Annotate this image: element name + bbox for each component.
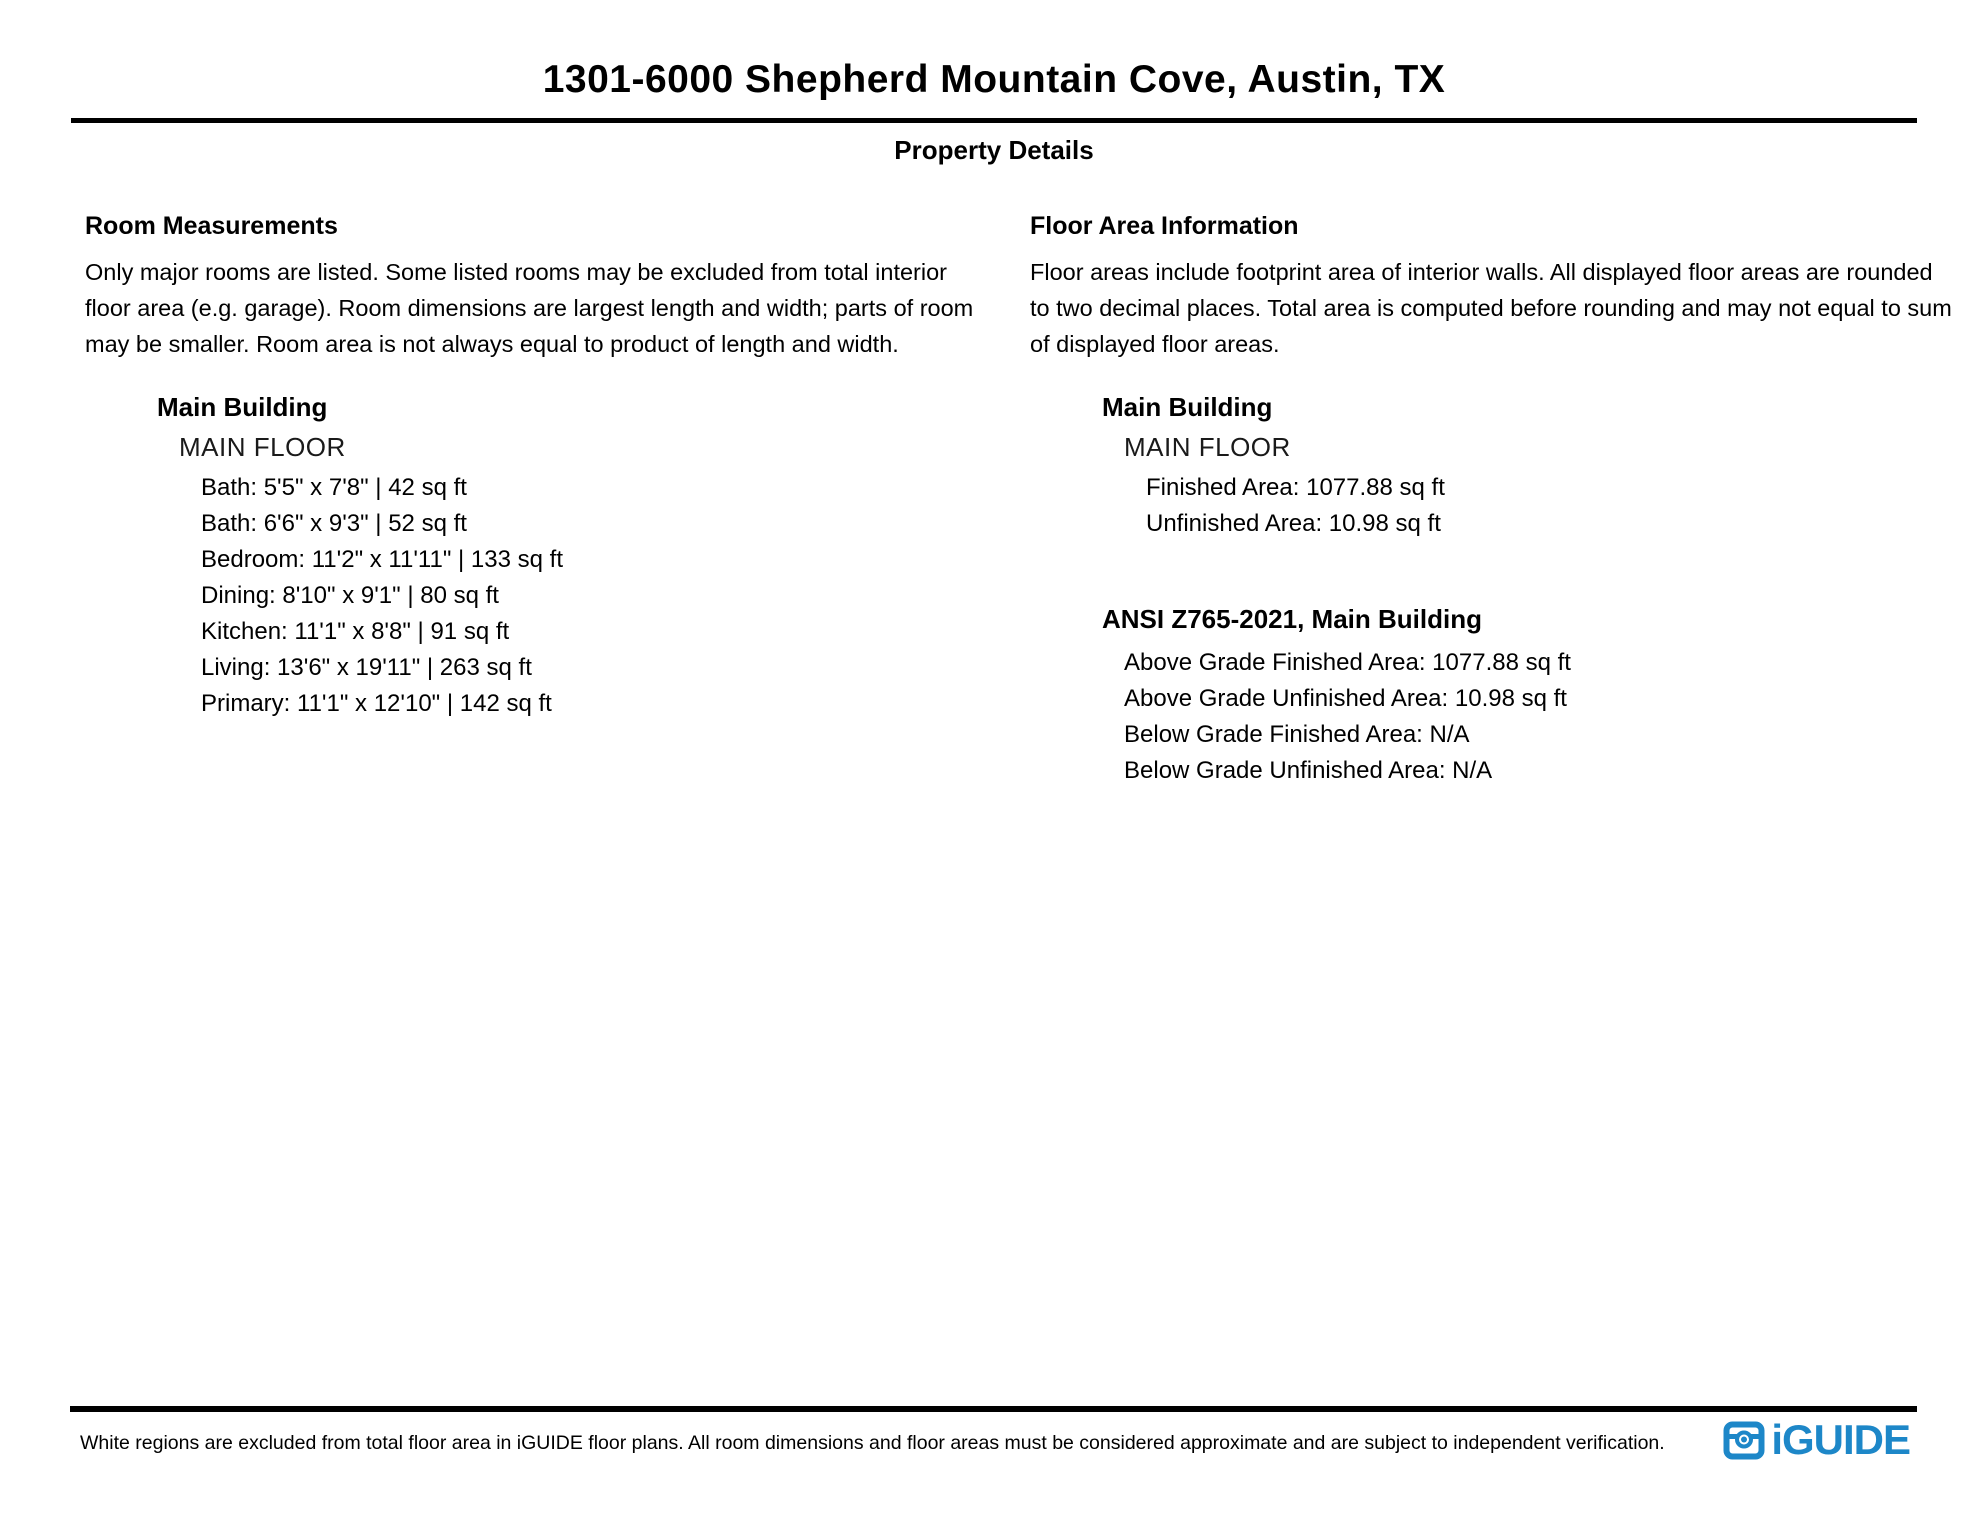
room-line: Bedroom: 11'2" x 11'11" | 133 sq ft	[201, 546, 563, 573]
ansi-line: Above Grade Unfinished Area: 10.98 sq ft	[1124, 685, 1567, 712]
header-divider	[71, 118, 1917, 123]
room-line: Bath: 6'6" x 9'3" | 52 sq ft	[201, 510, 467, 537]
room-line: Bath: 5'5" x 7'8" | 42 sq ft	[201, 474, 467, 501]
area-line: Unfinished Area: 10.98 sq ft	[1146, 510, 1441, 537]
ansi-block: ANSI Z765-2021, Main Building Above Grad…	[1030, 604, 1955, 789]
floor-area-information-section: Floor Area Information Floor areas inclu…	[1030, 212, 1955, 789]
floor-area-description: Floor areas include footprint area of in…	[1030, 259, 1952, 357]
room-line: Kitchen: 11'1" x 8'8" | 91 sq ft	[201, 618, 510, 645]
floor-area-heading: Floor Area Information	[1030, 212, 1299, 240]
room-line: Primary: 11'1" x 12'10" | 142 sq ft	[201, 690, 552, 717]
room-line: Living: 13'6" x 19'11" | 263 sq ft	[201, 654, 532, 681]
room-measurements-description: Only major rooms are listed. Some listed…	[85, 259, 974, 357]
room-list: Bath: 5'5" x 7'8" | 42 sq ft Bath: 6'6" …	[85, 470, 985, 722]
iguide-chest-icon	[1722, 1418, 1766, 1462]
main-building-areas-block: Main Building MAIN FLOOR Finished Area: …	[1030, 392, 1955, 542]
area-list: Finished Area: 1077.88 sq ft Unfinished …	[1030, 470, 1955, 542]
ansi-list: Above Grade Finished Area: 1077.88 sq ft…	[1030, 645, 1955, 789]
ansi-heading: ANSI Z765-2021, Main Building	[1102, 604, 1482, 634]
content-columns: Room Measurements Only major rooms are l…	[0, 212, 1988, 789]
building-name: Main Building	[1102, 392, 1273, 422]
floor-name: MAIN FLOOR	[179, 432, 346, 462]
iguide-logo-text: iGUIDE	[1771, 1416, 1911, 1463]
page-title: 1301-6000 Shepherd Mountain Cove, Austin…	[542, 58, 1446, 101]
page-subtitle: Property Details	[894, 135, 1094, 165]
area-line: Finished Area: 1077.88 sq ft	[1146, 474, 1445, 501]
room-measurements-section: Room Measurements Only major rooms are l…	[85, 212, 985, 789]
ansi-line: Below Grade Finished Area: N/A	[1124, 721, 1470, 748]
ansi-line: Above Grade Finished Area: 1077.88 sq ft	[1124, 649, 1571, 676]
floor-name: MAIN FLOOR	[1124, 432, 1291, 462]
footer-divider	[70, 1406, 1917, 1412]
footer: White regions are excluded from total fl…	[80, 1416, 1911, 1463]
room-line: Dining: 8'10" x 9'1" | 80 sq ft	[201, 582, 499, 609]
main-building-rooms-block: Main Building MAIN FLOOR Bath: 5'5" x 7'…	[85, 392, 985, 722]
iguide-logo: iGUIDE	[1722, 1416, 1911, 1463]
footer-disclaimer: White regions are excluded from total fl…	[80, 1431, 1665, 1454]
ansi-line: Below Grade Unfinished Area: N/A	[1124, 757, 1493, 784]
room-measurements-heading: Room Measurements	[85, 212, 338, 240]
building-name: Main Building	[157, 392, 328, 422]
